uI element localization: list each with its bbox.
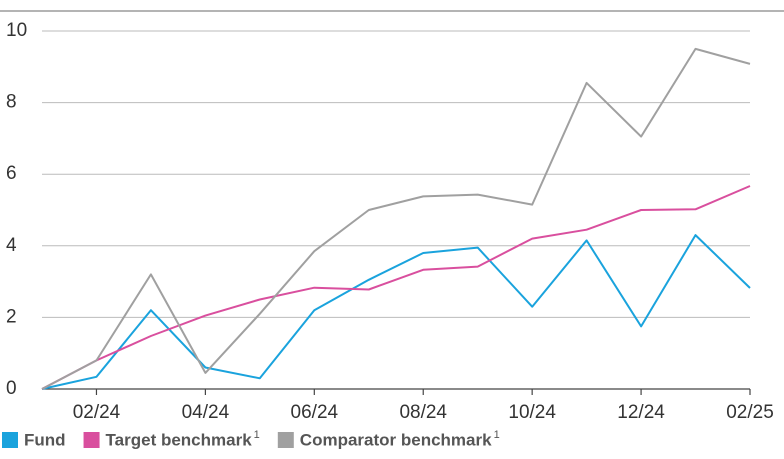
series-line [41,234,751,390]
x-tick-label: 10/24 [508,402,556,423]
legend-swatch [277,432,294,448]
y-tick-label: 10 [6,20,27,41]
y-tick-label: 4 [6,235,17,256]
legend-label: Fund [24,430,66,449]
legend-swatch [2,432,18,448]
legend-label: Comparator benchmark [300,430,492,449]
legend-label: Target benchmark [106,430,253,449]
x-tick-label: 02/24 [73,402,121,423]
x-tick-label: 08/24 [399,402,447,423]
x-tick-label: 04/24 [182,402,230,423]
y-tick-label: 0 [6,378,17,399]
legend-footnote: 1 [254,429,260,441]
y-tick-label: 6 [6,163,17,184]
x-tick-label: 02/25 [726,402,774,423]
series-line [41,185,751,390]
y-tick-label: 2 [6,306,17,327]
legend-footnote: 1 [494,429,500,441]
x-tick-label: 12/24 [617,402,665,423]
x-tick-label: 06/24 [291,402,339,423]
y-tick-label: 8 [6,92,17,113]
legend-swatch [83,432,100,448]
series-line [41,47,751,390]
